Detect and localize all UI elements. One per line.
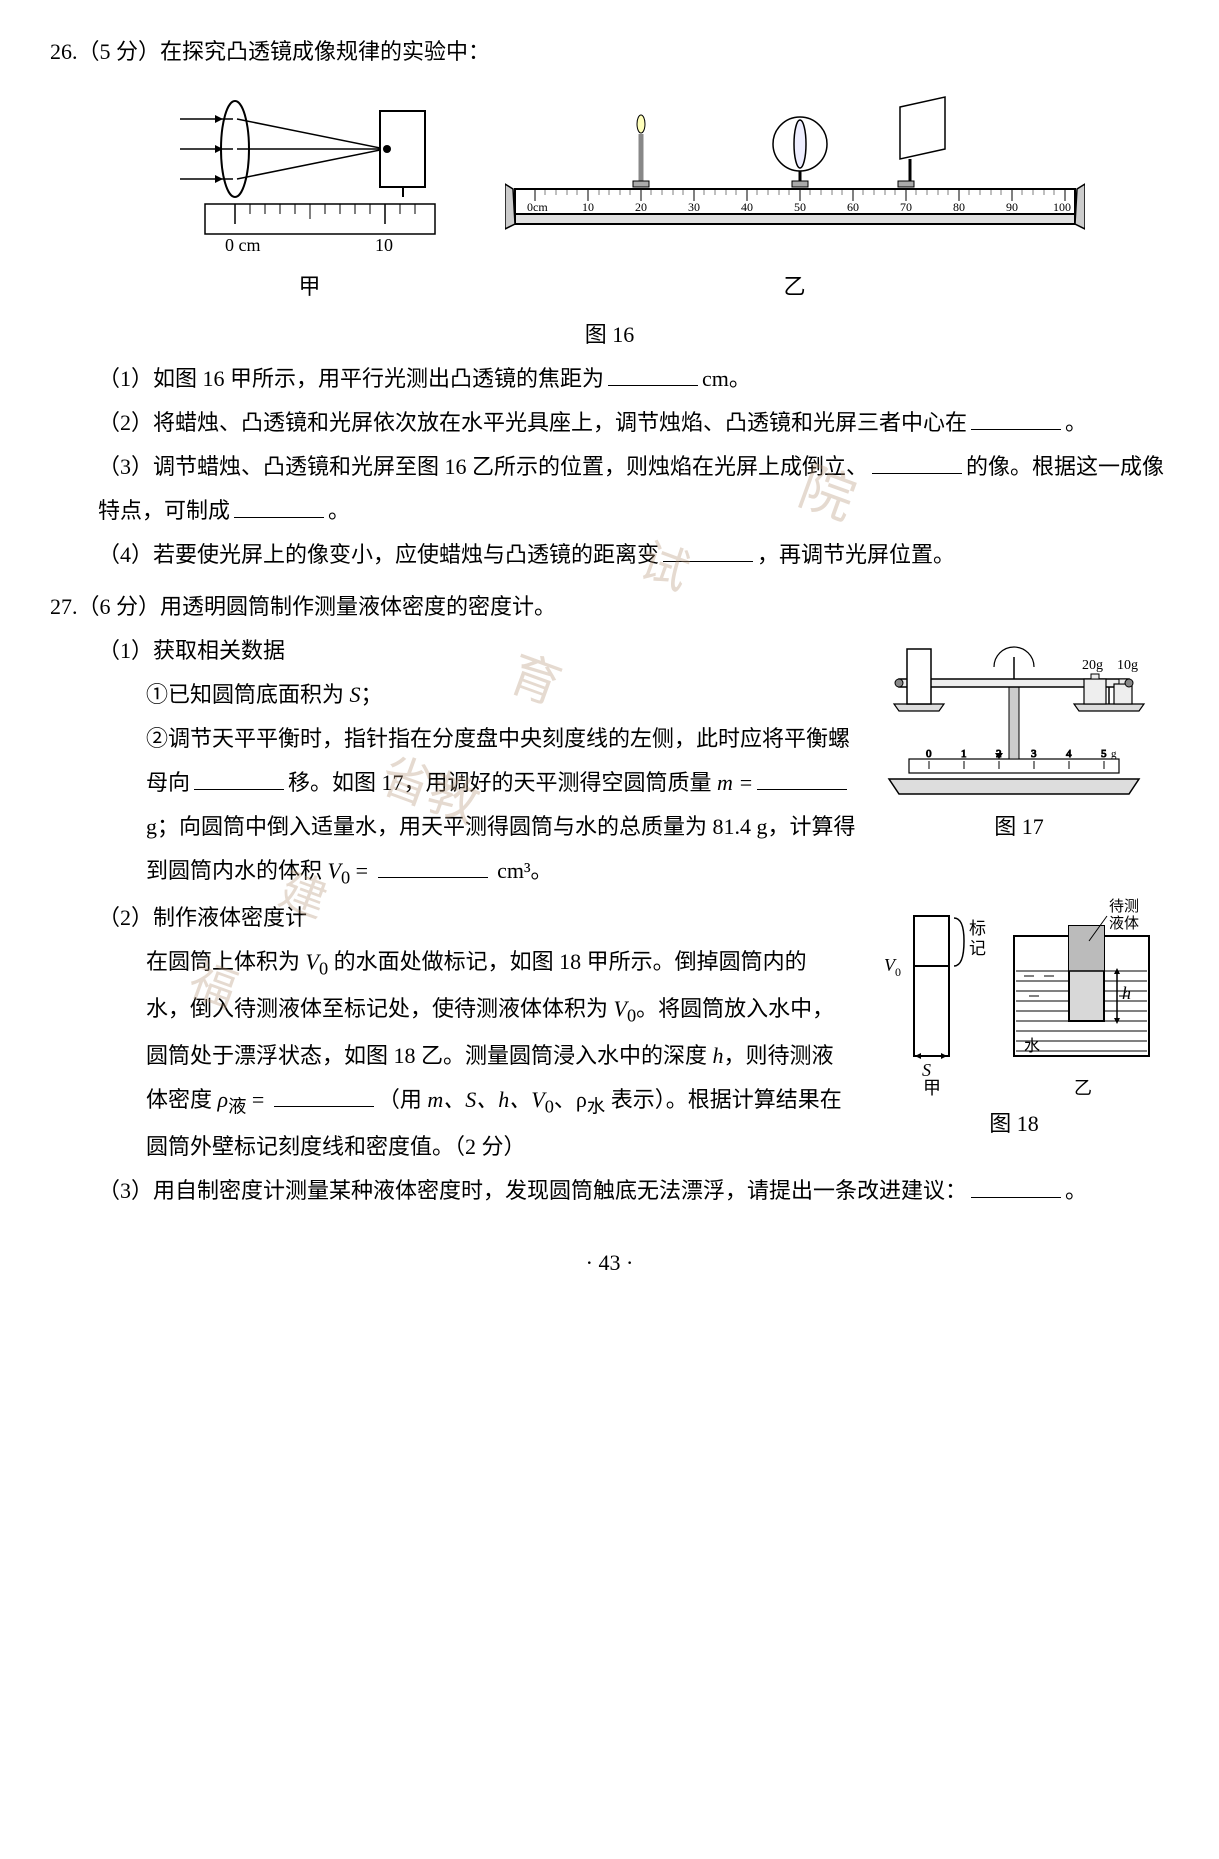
svg-text:20: 20 [635,200,647,214]
q26-p3: （3）调节蜡烛、凸透镜和光屏至图 16 乙所示的位置，则烛焰在光屏上成倒立、的像… [50,445,1169,533]
blank[interactable] [872,448,962,474]
svg-text:20g: 20g [1082,658,1103,673]
svg-text:50: 50 [794,200,806,214]
blank[interactable] [971,404,1061,430]
q27-p3: （3）用自制密度计测量某种液体密度时，发现圆筒触底无法漂浮，请提出一条改进建议：… [50,1169,1169,1213]
ruler-0cm: 0 cm [225,235,261,255]
svg-text:标: 标 [969,919,986,938]
fig17-caption: 图 17 [869,805,1169,849]
svg-text:液体: 液体 [1109,915,1139,932]
svg-text:40: 40 [741,200,753,214]
svg-text:70: 70 [900,200,912,214]
fig16-label-b: 乙 [505,265,1085,309]
svg-text:待测: 待测 [1109,898,1139,915]
blank[interactable] [194,764,284,790]
q27-stem: 用透明圆筒制作测量液体密度的密度计。 [160,585,556,629]
blank[interactable] [378,852,488,878]
svg-text:记: 记 [969,939,986,958]
svg-text:1: 1 [961,748,967,760]
figure-16-b: 0cm 10 20 30 40 50 60 70 80 90 100 乙 [505,89,1085,309]
svg-text:10g: 10g [1117,658,1138,673]
svg-text:0cm: 0cm [527,200,548,214]
blank[interactable] [274,1081,374,1107]
svg-text:0: 0 [895,965,901,979]
q26-number: 26.（5 分） [50,30,160,74]
svg-text:甲: 甲 [923,1078,941,1096]
ruler-10: 10 [375,235,393,255]
q27-number: 27.（6 分） [50,585,160,629]
svg-text:水: 水 [1024,1037,1040,1055]
svg-text:60: 60 [847,200,859,214]
svg-text:4: 4 [1066,748,1072,760]
svg-text:0: 0 [926,748,932,760]
q26-p2: （2）将蜡烛、凸透镜和光屏依次放在水平光具座上，调节烛焰、凸透镜和光屏三者中心在… [50,401,1169,445]
svg-text:5: 5 [1101,748,1107,760]
svg-text:10: 10 [582,200,594,214]
blank[interactable] [757,764,847,790]
svg-text:g: g [1111,748,1117,760]
q26-p4: （4）若要使光屏上的像变小，应使蜡烛与凸透镜的距离变，再调节光屏位置。 [50,533,1169,577]
figure-17: 0 1 2 3 4 5 g [869,629,1169,849]
svg-text:30: 30 [688,200,700,214]
figure-18: V 0 标 记 S 甲 [859,896,1169,1146]
fig16-caption: 图 16 [50,313,1169,357]
svg-text:3: 3 [1031,748,1037,760]
blank[interactable] [234,492,324,518]
svg-text:S: S [922,1060,931,1080]
svg-text:h: h [1122,983,1131,1003]
blank[interactable] [663,536,753,562]
q26-stem: 在探究凸透镜成像规律的实验中： [160,30,490,74]
blank[interactable] [608,360,698,386]
figure-16-a: 0 cm 10 甲 [175,89,445,309]
svg-text:乙: 乙 [1074,1078,1092,1096]
svg-text:90: 90 [1006,200,1018,214]
q26-p1: （1）如图 16 甲所示，用平行光测出凸透镜的焦距为cm。 [50,357,1169,401]
fig16-label-a: 甲 [175,265,445,309]
blank[interactable] [971,1172,1061,1198]
fig18-caption: 图 18 [859,1102,1169,1146]
page-number: · 43 · [50,1241,1169,1285]
svg-text:100: 100 [1053,200,1071,214]
figure-16-row: 0 cm 10 甲 [90,89,1169,309]
svg-text:80: 80 [953,200,965,214]
